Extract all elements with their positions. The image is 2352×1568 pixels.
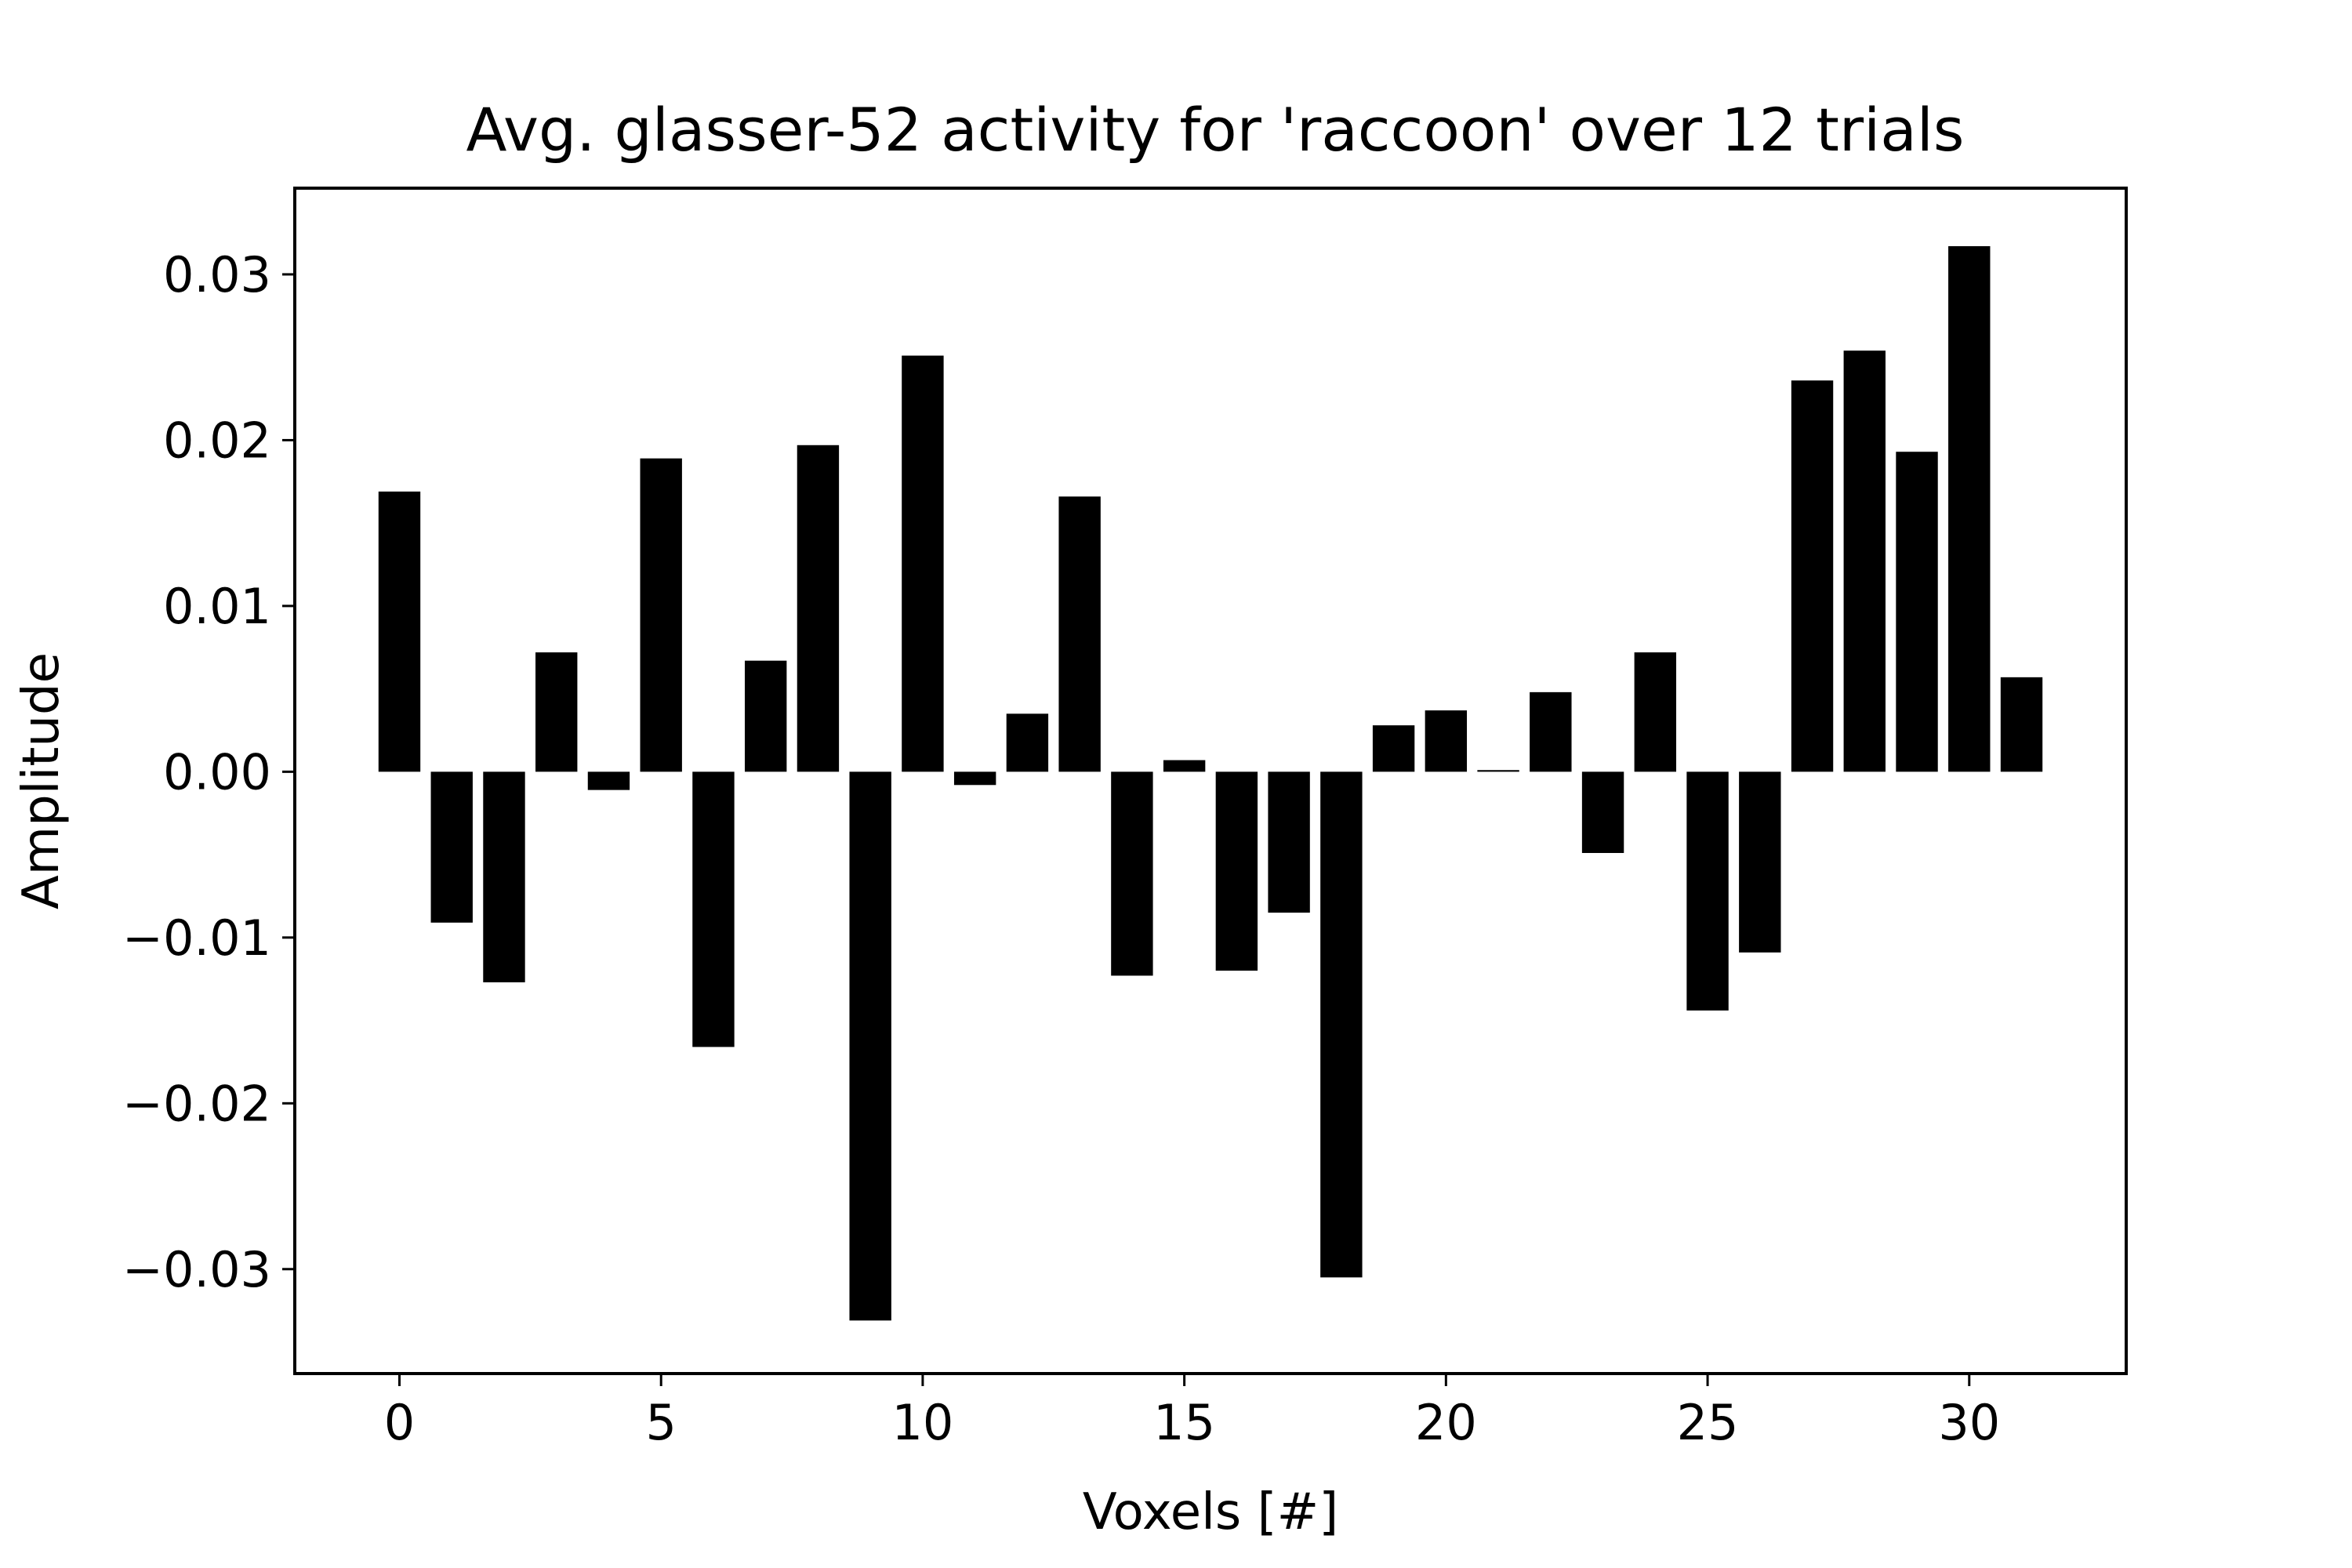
y-tick-label: −0.01 (122, 909, 271, 967)
y-tick-label: 0.01 (163, 578, 271, 635)
bar-voxel-31 (2000, 677, 2043, 772)
bar-voxel-25 (1686, 771, 1729, 1011)
bar-voxel-20 (1425, 710, 1468, 772)
bar-voxel-27 (1791, 380, 1834, 772)
y-tick-label: 0.03 (163, 246, 271, 303)
x-tick-label: 25 (1677, 1394, 1739, 1451)
bar-voxel-1 (430, 771, 473, 923)
bar-voxel-11 (953, 771, 996, 786)
bar-voxel-9 (849, 771, 891, 1321)
bar-voxel-23 (1581, 771, 1624, 853)
y-tick-label: 0.00 (163, 743, 271, 800)
y-tick-label: −0.03 (122, 1241, 271, 1298)
y-tick-label: 0.02 (163, 412, 271, 469)
x-tick-label: 5 (645, 1394, 676, 1451)
x-axis-ticks: 0 5 10 15 20 25 30 (384, 1374, 2000, 1451)
bar-voxel-15 (1163, 760, 1206, 772)
bar-voxel-6 (692, 771, 735, 1047)
y-tick-label: −0.02 (122, 1075, 271, 1132)
bar-voxel-14 (1111, 771, 1153, 976)
x-tick-label: 20 (1415, 1394, 1477, 1451)
bar-voxel-21 (1477, 770, 1519, 772)
x-tick-label: 10 (891, 1394, 953, 1451)
bar-voxel-4 (587, 771, 630, 790)
bar-voxel-5 (640, 458, 682, 772)
bar-voxel-29 (1896, 452, 1938, 772)
x-tick-label: 30 (1938, 1394, 2000, 1451)
y-axis-label: Amplitude (13, 652, 71, 909)
bars-group (378, 246, 2043, 1321)
bar-voxel-3 (535, 652, 578, 772)
bar-voxel-8 (797, 445, 840, 772)
bar-voxel-22 (1530, 691, 1572, 772)
bar-voxel-12 (1006, 713, 1049, 772)
bar-voxel-28 (1843, 350, 1886, 772)
x-tick-label: 0 (384, 1394, 415, 1451)
bar-voxel-26 (1739, 771, 1781, 953)
bar-voxel-18 (1320, 771, 1363, 1278)
chart-title: Avg. glasser-52 activity for 'raccoon' o… (466, 95, 1964, 165)
bar-voxel-19 (1372, 725, 1415, 772)
plot-frame (293, 187, 2128, 1375)
bar-voxel-17 (1268, 771, 1310, 913)
x-axis-label: Voxels [#] (1083, 1483, 1338, 1541)
bar-voxel-7 (744, 660, 787, 772)
y-axis-ticks: 0.03 0.02 0.01 0.00 −0.01 −0.02 −0.03 (122, 246, 295, 1298)
bar-voxel-16 (1215, 771, 1258, 971)
bar-voxel-30 (1948, 246, 1991, 772)
bar-voxel-13 (1058, 496, 1101, 772)
bar-voxel-2 (483, 771, 525, 982)
bar-voxel-24 (1634, 652, 1677, 772)
x-tick-label: 15 (1153, 1394, 1215, 1451)
bar-voxel-0 (378, 491, 421, 772)
bar-voxel-10 (902, 355, 944, 772)
